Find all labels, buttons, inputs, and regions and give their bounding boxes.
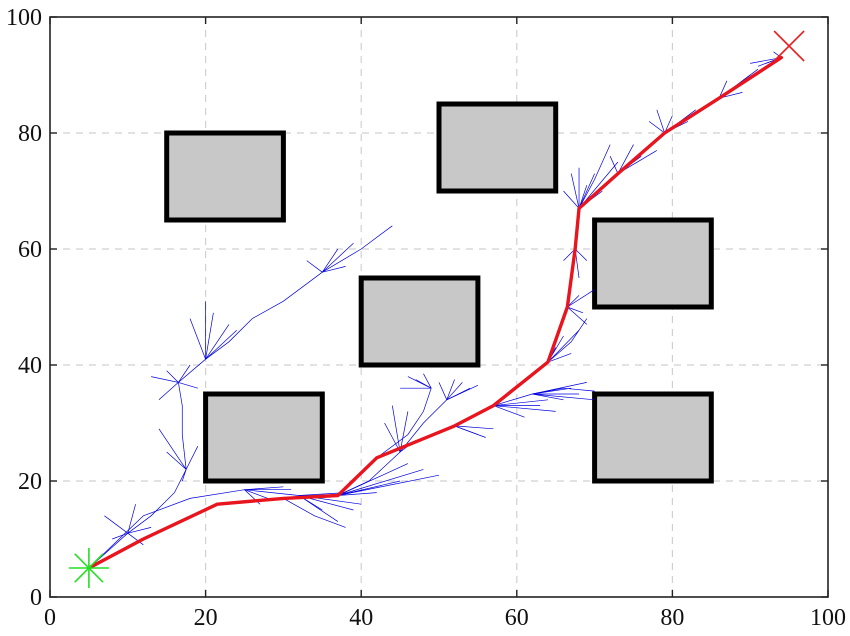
- obstacle-rect: [436, 101, 559, 194]
- tree-edge: [578, 173, 595, 209]
- tree-edge: [493, 405, 525, 418]
- tree-edge: [189, 318, 206, 360]
- tree-branch: [376, 388, 432, 459]
- tree-edge: [178, 364, 191, 383]
- tree-edge: [337, 469, 424, 496]
- tree-edge: [438, 382, 448, 400]
- y-tick-label: 100: [6, 5, 42, 31]
- tree-branch: [283, 498, 346, 528]
- tree-edge: [415, 379, 432, 389]
- tree-edge: [205, 312, 214, 360]
- tree-edge: [127, 504, 136, 534]
- start-marker-stroke: [74, 553, 104, 583]
- goal-marker: [773, 30, 805, 62]
- tree-edge: [158, 382, 179, 401]
- tree-edge: [570, 173, 580, 209]
- tick-labels: 0 20 40 60 80 100 0 20 40 60 80 100: [6, 5, 846, 631]
- tree-edge: [244, 486, 284, 491]
- tree-edge: [337, 492, 377, 496]
- obstacle-rect: [358, 275, 481, 368]
- x-tick-label: 40: [349, 605, 373, 631]
- tree-edge: [493, 405, 556, 412]
- tree-edge: [567, 289, 595, 308]
- tree-edge: [127, 527, 152, 534]
- y-tick-label: 0: [30, 585, 42, 611]
- tree-edge: [617, 144, 634, 174]
- tree-edge: [532, 393, 564, 401]
- tree-branch: [88, 489, 338, 569]
- tree-edge: [493, 399, 548, 406]
- obstacle-rect: [592, 217, 714, 310]
- tree-edge: [298, 495, 339, 522]
- x-tick-label: 0: [44, 605, 56, 631]
- tick-marks: [49, 16, 829, 598]
- tree-edge: [567, 306, 584, 314]
- tree-edge: [423, 373, 432, 389]
- tree-edge: [244, 489, 268, 499]
- x-tick-label: 80: [660, 605, 684, 631]
- axes-frame: [49, 16, 829, 598]
- tree-edge: [547, 353, 572, 363]
- x-tick-label: 100: [810, 605, 846, 631]
- tree-edge: [127, 532, 144, 546]
- tree-edge: [567, 306, 588, 325]
- y-tick-label: 80: [18, 121, 42, 147]
- tree-edge: [205, 324, 230, 360]
- tree-edge: [112, 532, 128, 540]
- tree-edge: [322, 266, 346, 273]
- tree-edge: [104, 515, 129, 534]
- y-tick-label: 40: [18, 353, 42, 379]
- tree-edge: [322, 248, 339, 273]
- goal-marker-stroke: [773, 30, 805, 62]
- obstacle-rect: [592, 391, 714, 484]
- start-marker: [68, 548, 109, 588]
- tree-edge: [578, 185, 588, 209]
- x-tick-label: 60: [505, 605, 529, 631]
- tree-branch: [547, 318, 588, 363]
- tree-edge: [185, 446, 199, 470]
- tree-edge: [664, 115, 673, 134]
- tree-edge: [306, 260, 323, 273]
- tree-edge: [532, 382, 587, 395]
- y-tick-label: 60: [18, 237, 42, 263]
- tree-edge: [609, 156, 619, 174]
- tree-edge: [656, 109, 665, 134]
- tree-edge: [547, 329, 580, 363]
- tree-edge: [181, 469, 187, 482]
- tree-edge: [454, 425, 486, 438]
- tree-edge: [391, 405, 401, 453]
- tree-edge: [446, 384, 479, 401]
- tree-edge: [384, 422, 401, 453]
- tree-edge: [563, 190, 580, 209]
- tree-edge: [298, 492, 346, 496]
- tree-edge: [648, 121, 665, 134]
- tree-edge: [532, 393, 595, 401]
- tree-edge: [151, 376, 179, 383]
- tree-branch: [578, 144, 611, 209]
- tree-edge: [322, 242, 354, 273]
- tree-branch: [493, 387, 595, 406]
- tree-edge: [718, 80, 728, 99]
- tree-edge: [178, 382, 198, 389]
- planned-path-layer: [87, 55, 784, 570]
- obstacles: [164, 101, 714, 484]
- tree-edge: [532, 387, 572, 395]
- tree-edge: [158, 428, 187, 470]
- tree-edge: [399, 411, 409, 453]
- markers: [68, 30, 805, 588]
- y-tick-label: 20: [18, 469, 42, 495]
- tree-edge: [337, 463, 409, 496]
- obstacle-rect: [203, 391, 325, 484]
- tree-edge: [337, 474, 440, 496]
- obstacle-rect: [164, 130, 286, 223]
- tree-edge: [205, 329, 237, 360]
- tree-edge: [166, 370, 179, 383]
- tree-edge: [446, 379, 455, 400]
- x-tick-label: 20: [194, 605, 218, 631]
- tree-edge: [166, 451, 187, 470]
- tree-edge: [454, 425, 494, 430]
- tree-edge: [574, 248, 588, 261]
- planned-path: [87, 55, 784, 570]
